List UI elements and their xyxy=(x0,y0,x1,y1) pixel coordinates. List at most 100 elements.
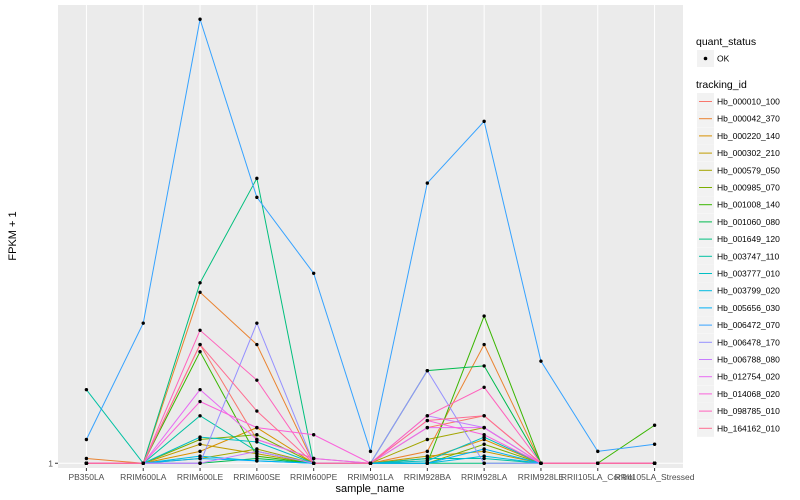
x-tick-label: RRIM600LA xyxy=(120,472,167,482)
legend-tracking-label: Hb_164162_010 xyxy=(717,423,780,433)
data-point-Hb_012754_020 xyxy=(255,437,259,442)
data-point-Hb_164162_010 xyxy=(255,409,259,413)
data-point-Hb_005656_030 xyxy=(198,456,202,461)
data-point-Hb_012754_020 xyxy=(425,425,430,430)
data-point-Hb_006472_070 xyxy=(84,437,89,442)
legend-tracking-label: Hb_000042_370 xyxy=(717,114,780,124)
data-point-Hb_012754_020 xyxy=(311,456,316,461)
data-point-Hb_000302_210 xyxy=(482,449,486,454)
x-tick-label: RRIM901LA xyxy=(347,472,394,482)
legend-quant-label: OK xyxy=(717,54,730,64)
data-point-Hb_164162_010 xyxy=(596,461,600,465)
legend-tracking-label: Hb_006472_070 xyxy=(717,320,780,330)
data-point-Hb_001649_120 xyxy=(198,281,202,285)
legend-tracking-label: Hb_000985_070 xyxy=(717,183,780,193)
data-point-Hb_014068_020 xyxy=(482,433,486,437)
x-tick-label: RRII105LA_Control xyxy=(561,472,635,482)
legend-tracking-label: Hb_003777_010 xyxy=(717,269,780,279)
legend-tracking-label: Hb_001008_140 xyxy=(717,200,780,210)
data-point-Hb_000220_140 xyxy=(198,449,202,454)
legend-tracking-label: Hb_003799_020 xyxy=(717,286,780,296)
data-point-Hb_006472_070 xyxy=(539,359,543,363)
y-axis: 1 xyxy=(48,458,58,468)
legend-tracking-label: Hb_001060_080 xyxy=(717,217,780,227)
data-point-Hb_164162_010 xyxy=(198,342,202,347)
legend-tracking-label: Hb_001649_120 xyxy=(717,234,780,244)
legend-quant-items: OK xyxy=(697,50,730,67)
data-point-Hb_164162_010 xyxy=(311,461,316,465)
legend-tracking-label: Hb_006788_080 xyxy=(717,355,780,365)
data-point-Hb_003747_110 xyxy=(482,456,486,461)
data-point-Hb_098785_010 xyxy=(198,328,202,332)
data-point-Hb_001649_120 xyxy=(255,176,259,181)
data-point-Hb_014068_020 xyxy=(255,425,259,430)
data-point-Hb_001008_140 xyxy=(198,349,202,354)
data-point-Hb_006472_070 xyxy=(368,449,373,454)
x-tick-label: PB350LA xyxy=(68,472,104,482)
data-point-Hb_006478_170 xyxy=(482,461,486,465)
legend-tracking-items: Hb_000010_100 Hb_000042_370 Hb_000220_140 H… xyxy=(697,93,780,437)
legend-tracking-label: Hb_000010_100 xyxy=(717,97,780,107)
data-point-Hb_003799_020 xyxy=(198,454,202,458)
data-point-Hb_003777_010 xyxy=(425,459,430,463)
legend-tracking-label: Hb_014068_020 xyxy=(717,389,780,399)
legend-tracking-label: Hb_000302_210 xyxy=(717,148,780,158)
legend-tracking-label: Hb_012754_020 xyxy=(717,372,780,382)
data-point-Hb_164162_010 xyxy=(652,461,657,465)
legend-point-icon xyxy=(703,56,708,61)
data-point-Hb_012754_020 xyxy=(482,425,486,430)
data-point-Hb_003747_110 xyxy=(425,456,430,461)
data-point-Hb_005656_030 xyxy=(482,447,486,451)
y-axis-title: FPKM + 1 xyxy=(7,211,19,260)
legend-quant-title: quant_status xyxy=(696,36,756,48)
data-point-Hb_006472_070 xyxy=(141,321,145,325)
legend: quant_status OK tracking_id Hb_000010_10… xyxy=(696,36,780,437)
x-tick-label: RRIM600SE xyxy=(233,472,281,482)
legend-tracking-title: tracking_id xyxy=(696,79,747,91)
data-point-Hb_001008_140 xyxy=(652,423,657,427)
x-axis: PB350LA RRIM600LA RRIM600LE RRIM600SE RRIM60… xyxy=(68,468,695,482)
data-point-Hb_001060_080 xyxy=(255,456,259,461)
legend-tracking-label: Hb_000579_050 xyxy=(717,165,780,175)
data-point-Hb_001008_140 xyxy=(482,314,486,318)
data-point-Hb_006478_170 xyxy=(255,321,259,325)
data-point-Hb_000042_370 xyxy=(425,449,430,454)
legend-tracking-label: Hb_000220_140 xyxy=(717,131,780,141)
data-point-Hb_006472_070 xyxy=(198,17,202,21)
data-point-Hb_164162_010 xyxy=(539,461,543,465)
data-point-Hb_003747_110 xyxy=(84,387,89,392)
data-point-Hb_164162_010 xyxy=(141,461,145,465)
data-point-Hb_006472_070 xyxy=(311,271,316,276)
data-point-Hb_006472_070 xyxy=(425,181,430,185)
data-point-Hb_164162_010 xyxy=(368,461,373,465)
legend-tracking-label: Hb_098785_010 xyxy=(717,406,780,416)
legend-tracking-label: Hb_005656_030 xyxy=(717,303,780,313)
data-point-Hb_000985_070 xyxy=(482,442,486,446)
legend-tracking-label: Hb_006478_170 xyxy=(717,337,780,347)
data-point-Hb_003747_110 xyxy=(198,414,202,418)
data-point-Hb_003777_010 xyxy=(198,435,202,439)
grid-lines xyxy=(58,5,683,468)
data-point-Hb_000302_210 xyxy=(198,442,202,446)
x-tick-label: RRIM928LA xyxy=(461,472,508,482)
x-tick-label: RRIM600LE xyxy=(177,472,224,482)
data-point-Hb_006788_080 xyxy=(198,461,202,465)
data-point-Hb_014068_020 xyxy=(311,433,316,437)
data-point-Hb_000302_210 xyxy=(255,452,259,456)
x-tick-label: RRIM600PE xyxy=(290,472,338,482)
data-point-Hb_000220_140 xyxy=(482,437,486,442)
data-point-Hb_000042_370 xyxy=(482,342,486,347)
x-tick-label: RRII105LA_Stressed xyxy=(615,472,695,482)
data-point-Hb_006472_070 xyxy=(255,195,259,200)
data-point-Hb_014068_020 xyxy=(198,399,202,404)
data-point-Hb_006788_080 xyxy=(255,449,259,454)
legend-tracking-label: Hb_003747_110 xyxy=(717,251,780,261)
data-point-Hb_000042_370 xyxy=(198,290,202,294)
data-point-Hb_003799_020 xyxy=(482,454,486,458)
data-point-Hb_164162_010 xyxy=(425,418,430,423)
data-point-Hb_000579_050 xyxy=(255,447,259,451)
data-point-Hb_003777_010 xyxy=(255,440,259,444)
data-point-Hb_005656_030 xyxy=(255,459,259,463)
data-point-Hb_000042_370 xyxy=(255,342,259,347)
